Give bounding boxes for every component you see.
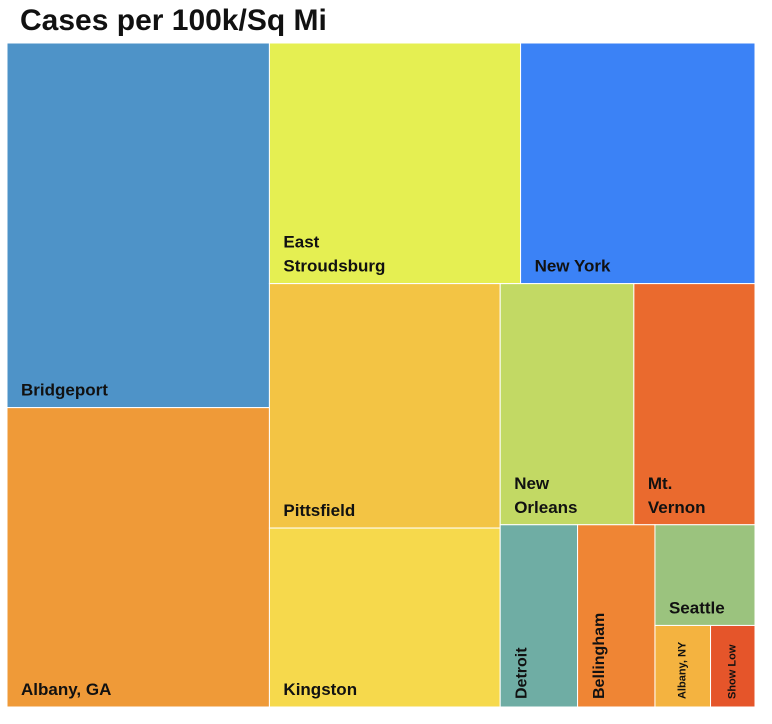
cell-label: New Orleans [514,474,577,517]
cell-label: New York [535,257,611,276]
treemap-cell [6,407,270,708]
treemap-cell [520,42,756,285]
cell-label: Kingston [283,680,357,699]
cell-label: Pittsfield [283,501,355,520]
cell-label: Mt. Vernon [648,474,706,517]
treemap-cell [6,42,270,409]
treemap-cell [654,524,756,626]
treemap-cell [654,624,712,708]
cell-label: Detroit [513,647,530,699]
cell-label: Show Low [727,644,739,699]
treemap-cell [268,283,501,529]
cell-label: Bellingham [591,613,608,699]
treemap-cell [577,524,656,708]
cell-label: Albany, GA [21,680,111,699]
treemap-cell [499,524,579,708]
treemap-cell [710,624,756,708]
treemap-cell [268,42,522,285]
cell-label: Seattle [669,598,725,617]
cell-label: Albany, NY [677,641,689,699]
chart-title: Cases per 100k/Sq Mi [20,4,327,37]
cell-label: Bridgeport [21,381,108,400]
cell-label: East Stroudsburg [283,233,385,276]
treemap-cell [633,283,756,526]
treemap-cell [499,283,635,526]
